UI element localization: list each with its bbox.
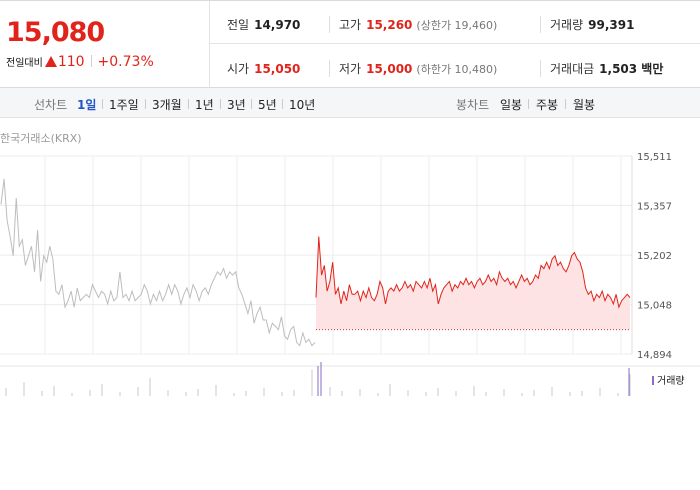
history-line — [0, 178, 316, 347]
tab-1year[interactable]: 1년 — [195, 98, 214, 112]
price-chart[interactable]: 15,511 15,357 15,202 15,048 14,894 — [0, 118, 700, 398]
price-change: 전일대비 110 +0.73% — [6, 54, 154, 70]
tab-3year[interactable]: 3년 — [227, 98, 246, 112]
volume-swatch — [652, 376, 654, 385]
y-tick-label: 15,202 — [637, 251, 672, 262]
change-percent: +0.73% — [97, 54, 154, 70]
stats-row-1: 전일 14,970 고가 15,260 (상한가 19,460) 거래량 99,391 — [210, 1, 700, 44]
volume: 거래량 99,391 — [540, 16, 634, 33]
volume-bars — [5, 362, 631, 396]
tab-1week[interactable]: 1주일 — [109, 98, 139, 112]
divider — [188, 99, 189, 109]
divider — [145, 99, 146, 109]
tab-3month[interactable]: 3개월 — [152, 98, 182, 112]
candle-chart-label: 봉차트 — [456, 98, 490, 112]
chart-period-tabs: 선차트 1일 1주일 3개월 1년 3년 5년 10년 봉차트 일봉 주봉 월봉 — [0, 88, 700, 118]
trade-amount: 거래대금 1,503 백만 — [540, 60, 663, 77]
divider — [90, 55, 92, 67]
chart-grid — [0, 155, 700, 367]
price-summary: 15,080 전일대비 110 +0.73% 전일 14,970 고가 15,260 (상… — [0, 0, 700, 88]
line-chart-label: 선차트 — [34, 98, 68, 112]
prev-close: 전일 14,970 — [227, 18, 301, 32]
divider — [251, 99, 252, 109]
today-area — [316, 236, 630, 330]
current-price: 15,080 — [6, 17, 105, 48]
tab-monthly-candle[interactable]: 월봉 — [573, 98, 596, 112]
tab-daily-candle[interactable]: 일봉 — [500, 98, 523, 112]
y-tick-label: 14,894 — [637, 350, 672, 361]
tab-10year[interactable]: 10년 — [289, 98, 316, 112]
current-price-box: 15,080 전일대비 110 +0.73% — [0, 1, 210, 88]
divider — [528, 99, 529, 109]
y-axis-labels: 15,511 15,357 15,202 15,048 14,894 — [637, 152, 672, 361]
volume-legend: 거래량 — [652, 372, 685, 387]
divider — [220, 99, 221, 109]
tab-5year[interactable]: 5년 — [258, 98, 277, 112]
change-label: 전일대비 — [6, 58, 43, 69]
divider — [102, 99, 103, 109]
change-value: 110 — [57, 54, 85, 70]
y-tick-label: 15,511 — [637, 152, 672, 163]
price-lines — [0, 178, 631, 347]
up-triangle-icon — [44, 56, 57, 67]
data-source: 한국거래소(KRX) — [0, 132, 82, 145]
stats-row-2: 시가 15,050 저가 15,000 (하한가 10,480) 거래대금 1,503 … — [210, 45, 700, 88]
low-price: 저가 15,000 (하한가 10,480) — [329, 60, 497, 77]
price-stats: 전일 14,970 고가 15,260 (상한가 19,460) 거래량 99,391 … — [210, 1, 700, 88]
tab-1day[interactable]: 1일 — [77, 98, 97, 112]
high-price: 고가 15,260 (상한가 19,460) — [329, 16, 497, 33]
y-tick-label: 15,357 — [637, 201, 672, 212]
divider — [565, 99, 566, 109]
y-tick-label: 15,048 — [637, 301, 672, 312]
tab-weekly-candle[interactable]: 주봉 — [536, 98, 559, 112]
open-price: 시가 15,050 — [227, 62, 301, 76]
today-line — [315, 236, 631, 309]
divider — [282, 99, 283, 109]
